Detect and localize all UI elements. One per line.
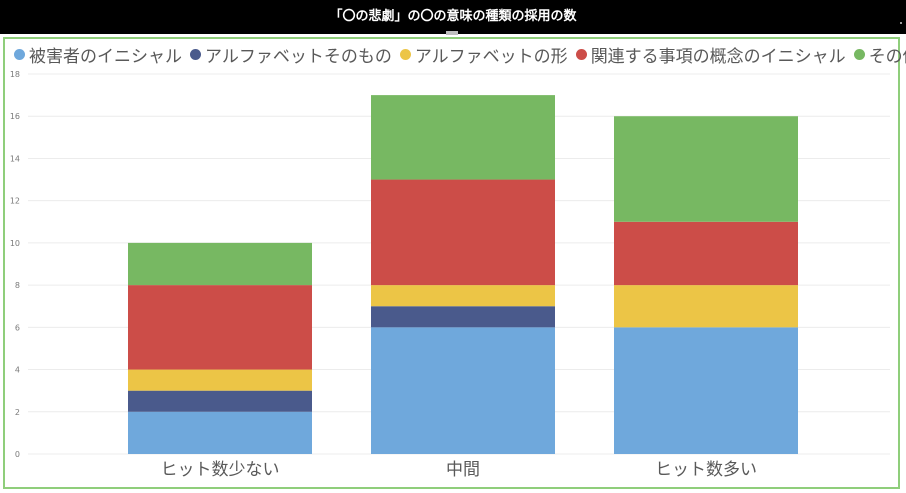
bar-segment[interactable] (128, 242, 312, 286)
y-tick-label: 0 (15, 450, 20, 459)
legend-item[interactable]: アルファベットの形 (399, 42, 568, 67)
bar-segment[interactable] (371, 95, 555, 180)
bar-segment[interactable] (128, 285, 312, 370)
legend-item[interactable]: 関連する事項の概念のイニシャル (575, 42, 846, 67)
legend-item[interactable]: その他 (853, 42, 906, 67)
legend-label: アルファベットそのもの (205, 46, 392, 67)
y-tick-label: 16 (10, 112, 20, 121)
bar-segment[interactable] (371, 179, 555, 286)
y-tick-label: 10 (10, 239, 20, 248)
legend-swatch-icon (399, 48, 411, 60)
legend-swatch-icon (190, 48, 201, 60)
bar-segment[interactable] (128, 411, 312, 454)
legend-item[interactable]: アルファベットそのもの (190, 42, 392, 67)
legend-label: その他 (868, 46, 906, 67)
legend-label: 関連する事項の概念のイニシャル (590, 46, 846, 67)
title-bar (0, 0, 906, 34)
x-category-label: 中間 (446, 460, 480, 480)
bar-segment[interactable] (128, 390, 312, 412)
bar-segment[interactable] (614, 221, 798, 286)
legend-swatch-icon (14, 48, 25, 60)
more-options-icon[interactable] (900, 22, 902, 24)
bar-segment[interactable] (371, 285, 555, 307)
bar-segment[interactable] (614, 327, 798, 454)
x-category-label: ヒット数少ない (161, 460, 280, 480)
chart-legend: 被害者のイニシャル アルファベットそのもの アルファベットの形 関連する事項の概念のイ… (14, 42, 906, 67)
bar-segment[interactable] (371, 327, 555, 454)
y-tick-label: 4 (15, 366, 20, 375)
y-tick-label: 12 (10, 197, 20, 206)
resize-handle[interactable] (446, 31, 458, 35)
y-tick-label: 6 (15, 323, 20, 332)
bar-segment[interactable] (128, 369, 312, 391)
bar-segment[interactable] (371, 306, 555, 328)
y-tick-label: 8 (15, 281, 20, 290)
legend-item[interactable]: 被害者のイニシャル (14, 42, 182, 67)
y-tick-label: 18 (10, 70, 20, 79)
legend-label: 被害者のイニシャル (29, 46, 182, 67)
y-tick-label: 2 (15, 408, 20, 417)
bar-segment[interactable] (614, 116, 798, 222)
y-tick-label: 14 (10, 154, 20, 163)
x-category-label: ヒット数多い (655, 460, 757, 480)
chart-title: 「〇の悲劇」の〇の意味の種類の採用の数 (329, 9, 577, 24)
legend-swatch-icon (575, 48, 587, 60)
legend-swatch-icon (853, 48, 865, 60)
bar-segment[interactable] (614, 285, 798, 328)
legend-label: アルファベットの形 (414, 46, 568, 67)
